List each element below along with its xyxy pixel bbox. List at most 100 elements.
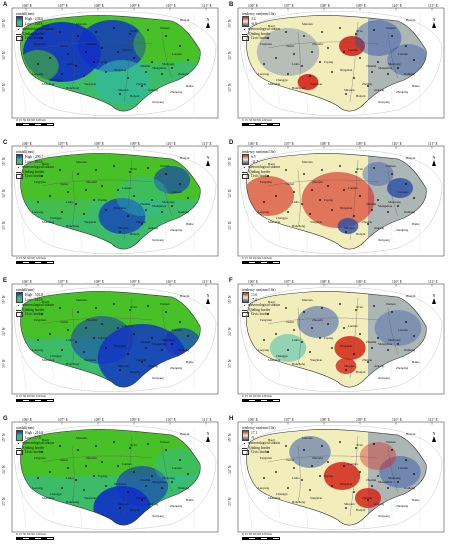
longitude-tick-label: 108° E <box>94 3 104 8</box>
place-name: Zhenping <box>170 228 183 232</box>
meteorological-station-dot <box>391 35 393 37</box>
legend-high-value: 17.1 <box>251 431 258 436</box>
place-name: Hanyin <box>130 94 140 98</box>
meteorological-station-dot <box>397 67 399 69</box>
meteorological-station-dot <box>387 487 389 489</box>
place-name: Luonan <box>172 466 182 470</box>
map-canvas <box>237 145 445 257</box>
meteorological-station-dot <box>105 71 107 73</box>
place-name: Fengxian <box>260 318 272 322</box>
north-label: N <box>432 155 436 160</box>
place-name: Weinan <box>160 440 170 444</box>
place-name: Xunyang <box>152 514 164 518</box>
meteorological-station-dot <box>311 327 313 329</box>
place-name: Shangzhou <box>378 204 393 208</box>
place-name: Baihe <box>186 498 194 502</box>
scale-bar-graphic <box>242 122 280 126</box>
place-name: Shanyang <box>388 476 401 480</box>
meteorological-station-dot <box>343 51 345 53</box>
meteorological-station-dot <box>77 311 79 313</box>
legend-border-label: Qinling border <box>23 307 45 312</box>
place-name: Hanyin <box>356 508 366 512</box>
longitude-tick-label: 106° E <box>22 3 32 8</box>
place-name: Danfeng <box>404 210 415 214</box>
legend-high-value: High : 216.8 <box>25 431 44 436</box>
longitude-tick-label: 110° E <box>166 141 176 146</box>
meteorological-station-dot <box>117 327 119 329</box>
border-symbol <box>242 33 247 35</box>
place-name: Zhouzhi <box>86 42 97 46</box>
place-name: Huayin <box>180 432 190 436</box>
meteorological-station-dot <box>151 61 153 63</box>
station-symbol <box>243 166 246 169</box>
legend-low-value: -6.9 <box>251 22 257 26</box>
place-name: Danfeng <box>404 486 415 490</box>
meteorological-station-dot <box>127 353 129 355</box>
station-symbol <box>243 28 246 31</box>
place-name: Lueyang <box>258 210 270 214</box>
color-ramp <box>16 16 23 28</box>
place-name: Baihe <box>412 84 420 88</box>
meteorological-station-dot <box>37 339 39 341</box>
legend-title: tendency rate(mm/10a) <box>242 426 276 430</box>
place-name: Huayin <box>406 294 416 298</box>
meteorological-station-dot <box>303 173 305 175</box>
meteorological-station-dot <box>105 209 107 211</box>
meteorological-station-dot <box>119 93 121 95</box>
longitude-tick-label: 111° E <box>428 417 438 422</box>
map-canvas <box>11 7 219 119</box>
place-name: Lantian <box>348 324 358 328</box>
meteorological-station-dot <box>267 175 269 177</box>
place-name: Mianxian <box>42 82 55 86</box>
scale-bar: 0 15 30 60 90 120 km <box>242 394 280 402</box>
meteorological-station-dot <box>353 77 355 79</box>
latitude-tick-label: 35° N <box>228 295 232 304</box>
legend-civic-label: Civic border <box>25 174 44 179</box>
meteorological-station-dot <box>355 171 357 173</box>
qinling-border <box>20 153 201 250</box>
place-name: Shangzhou <box>152 342 167 346</box>
place-name: Foping <box>324 474 334 478</box>
place-name: Baoji <box>268 438 275 442</box>
place-name: Xunyang <box>378 238 390 242</box>
legend-title: rainfall(mm) <box>16 12 35 16</box>
place-name: Foping <box>98 474 108 478</box>
meteorological-station-dot <box>275 333 277 335</box>
place-name: Ningshan <box>114 68 127 72</box>
place-name: Zhen'an <box>136 220 147 224</box>
place-name: Zhouzhi <box>86 180 97 184</box>
meteorological-station-dot <box>319 199 321 201</box>
place-name: Lueyang <box>258 348 270 352</box>
scale-bar: 0 15 30 60 90 120 km <box>16 532 54 540</box>
meteorological-station-dot <box>373 443 375 445</box>
place-name: Shiquan <box>118 88 129 92</box>
longitude-tick-label: 107° E <box>58 141 68 146</box>
scale-label: 0 15 30 60 90 120 km <box>242 532 272 537</box>
meteorological-station-dot <box>83 489 85 491</box>
map-panel-e: E 106° E 107° E 108° E 109° E 110° E 111° E 35°… <box>2 278 222 406</box>
meteorological-station-dot <box>345 231 347 233</box>
place-name: Hanzhong <box>292 224 306 228</box>
place-name: Zhashui <box>140 202 151 206</box>
longitude-tick-label: 111° E <box>202 417 212 422</box>
place-name: Shanyang <box>388 200 401 204</box>
meteorological-station-dot <box>67 53 69 55</box>
place-name: Zhouzhi <box>86 456 97 460</box>
legend-low-value: -9 <box>251 436 254 440</box>
scale-bar-graphic <box>16 398 54 402</box>
meteorological-station-dot <box>267 451 269 453</box>
place-name: Luonan <box>172 190 182 194</box>
place-name: Weinan <box>386 164 396 168</box>
legend-high-value: High : 501.8 <box>25 293 44 298</box>
longitude-tick-label: 108° E <box>320 279 330 284</box>
meteorological-station-dot <box>345 93 347 95</box>
meteorological-station-dot <box>367 499 369 501</box>
meteorological-station-dot <box>101 461 103 463</box>
meteorological-station-dot <box>161 349 163 351</box>
map-legend: tendency rate(mm/10a) 13.6 -7.4 meteorologi… <box>242 288 286 317</box>
meteorological-station-dot <box>133 471 135 473</box>
place-name: Luonan <box>172 52 182 56</box>
meteorological-station-dot <box>321 31 323 33</box>
map-panel-c: C 106° E 107° E 108° E 109° E 110° E 111° E 35°… <box>2 140 222 268</box>
meteorological-station-dot <box>37 63 39 65</box>
